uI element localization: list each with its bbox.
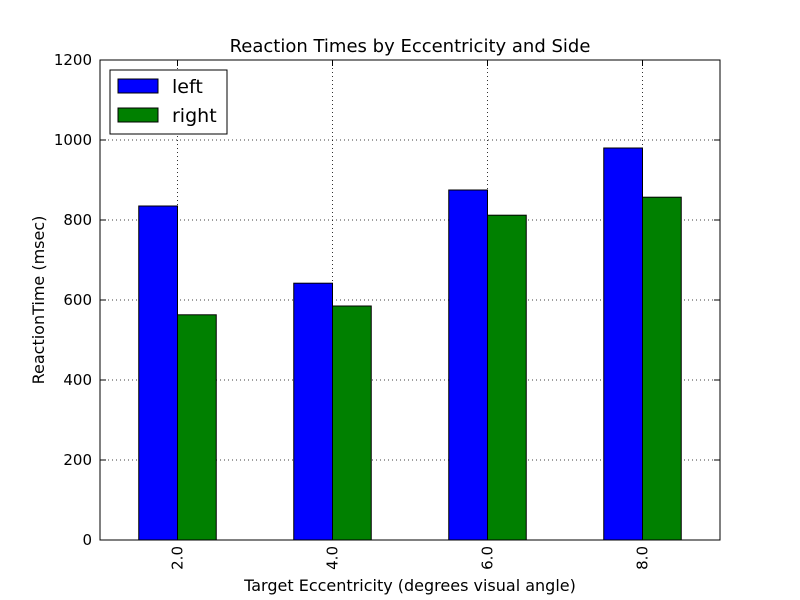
bar-left: [293, 282, 333, 541]
x-axis-label: Target Eccentricity (degrees visual angl…: [243, 576, 576, 595]
bar-right: [642, 196, 682, 541]
y-tick-label: 600: [63, 291, 92, 309]
y-tick-label: 1000: [54, 131, 92, 149]
chart-title: Reaction Times by Eccentricity and Side: [230, 36, 591, 57]
bar-right: [487, 214, 527, 541]
y-tick-label: 400: [63, 371, 92, 389]
legend-swatch-right: [117, 107, 159, 123]
x-tick-label: 4.0: [324, 546, 342, 570]
legend-label-right: right: [172, 105, 217, 127]
y-tick-label: 200: [63, 451, 92, 469]
y-tick-label: 800: [63, 211, 92, 229]
bar-left: [138, 205, 178, 541]
ticks: 0 200 400 600 800 1000 1200 2.0 4.0 6.0 8.0: [54, 51, 720, 570]
bar-right: [177, 314, 217, 541]
x-tick-label: 6.0: [479, 546, 497, 570]
bar-left: [603, 147, 643, 541]
bars: [138, 147, 682, 541]
bar-right: [332, 305, 372, 541]
y-tick-label: 0: [82, 531, 92, 549]
bar-left: [448, 189, 488, 541]
legend-label-left: left: [172, 76, 203, 98]
y-axis-label: ReactionTime (msec): [29, 216, 48, 385]
x-tick-label: 8.0: [634, 546, 652, 570]
x-tick-label: 2.0: [169, 546, 187, 570]
y-tick-label: 1200: [54, 51, 92, 69]
legend-swatch-left: [117, 78, 159, 94]
legend: left right: [109, 69, 228, 135]
